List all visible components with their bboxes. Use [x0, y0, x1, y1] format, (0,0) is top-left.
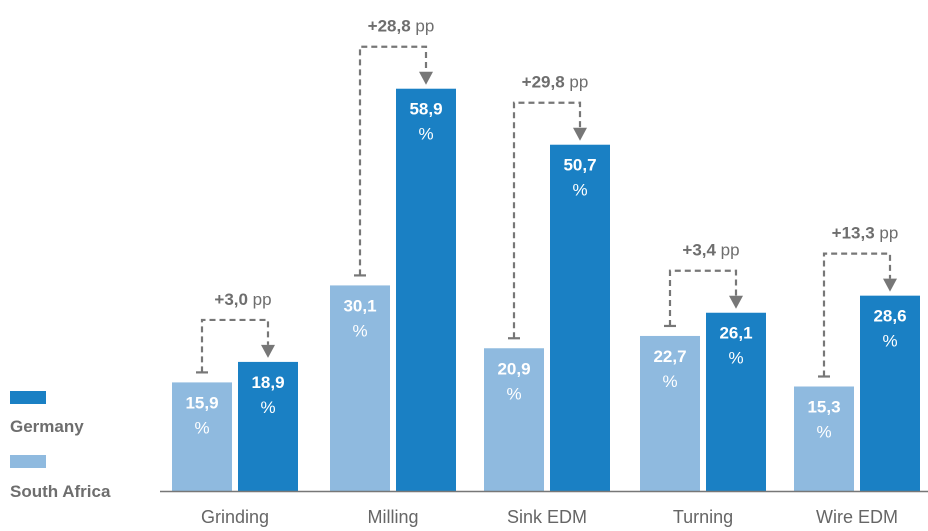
- category-labels: Grinding Milling Sink EDM Turning Wire EDM: [201, 507, 898, 527]
- value-unit-south-africa-turning: %: [662, 372, 677, 391]
- category-label-sink-edm: Sink EDM: [507, 507, 587, 527]
- bar-south-africa-wire-edm: [794, 386, 854, 491]
- value-unit-germany-sink-edm: %: [572, 181, 587, 200]
- difference-label-sink-edm: +29,8 pp: [522, 73, 589, 92]
- legend-swatch-germany: [10, 391, 46, 404]
- bar-germany-wire-edm: [860, 295, 920, 491]
- category-label-turning: Turning: [673, 507, 733, 527]
- value-label-germany-sink-edm: 50,7: [563, 156, 596, 175]
- difference-label-grinding: +3,0 pp: [214, 290, 271, 309]
- difference-arrow-milling: [354, 45, 433, 277]
- value-label-south-africa-sink-edm: 20,9: [497, 359, 530, 378]
- value-labels: 15,9% 18,9% 30,1% 58,9% 20,9% 50,7% 22,7% 26,1%…: [185, 100, 906, 442]
- value-label-south-africa-turning: 22,7: [653, 347, 686, 366]
- bar-south-africa-grinding: [172, 382, 232, 491]
- value-label-germany-grinding: 18,9: [251, 373, 284, 392]
- bar-germany-turning: [706, 312, 766, 491]
- bar-germany-milling: [396, 88, 456, 491]
- legend: Germany South Africa: [10, 391, 111, 501]
- value-unit-south-africa-wire-edm: %: [816, 423, 831, 442]
- value-label-germany-wire-edm: 28,6: [873, 307, 906, 326]
- value-label-south-africa-milling: 30,1: [343, 296, 376, 315]
- bar-south-africa-sink-edm: [484, 348, 544, 491]
- legend-label-germany: Germany: [10, 417, 84, 436]
- bar-germany-grinding: [238, 361, 298, 491]
- value-unit-germany-turning: %: [728, 349, 743, 368]
- value-unit-south-africa-sink-edm: %: [506, 384, 521, 403]
- difference-label-wire-edm: +13,3 pp: [832, 224, 899, 243]
- difference-label-turning: +3,4 pp: [682, 241, 739, 260]
- difference-arrow-turning: [664, 269, 743, 328]
- value-unit-south-africa-milling: %: [352, 321, 367, 340]
- bars: [172, 88, 920, 491]
- category-label-wire-edm: Wire EDM: [816, 507, 898, 527]
- difference-arrows: +3,0 pp +28,8 pp +29,8 pp +3,4 pp +13,3 pp: [196, 17, 899, 378]
- value-label-south-africa-wire-edm: 15,3: [807, 398, 840, 417]
- value-label-south-africa-grinding: 15,9: [185, 393, 218, 412]
- difference-label-milling: +28,8 pp: [368, 17, 435, 36]
- difference-arrow-wire-edm: [818, 252, 897, 378]
- bar-south-africa-turning: [640, 335, 700, 491]
- category-label-milling: Milling: [367, 507, 418, 527]
- value-unit-germany-wire-edm: %: [882, 332, 897, 351]
- legend-label-south-africa: South Africa: [10, 482, 111, 501]
- category-label-grinding: Grinding: [201, 507, 269, 527]
- value-unit-south-africa-grinding: %: [194, 418, 209, 437]
- value-label-germany-milling: 58,9: [409, 100, 442, 119]
- value-unit-germany-grinding: %: [260, 398, 275, 417]
- legend-swatch-south-africa: [10, 455, 46, 468]
- value-label-germany-turning: 26,1: [719, 324, 752, 343]
- bar-south-africa-milling: [330, 285, 390, 491]
- bar-germany-sink-edm: [550, 144, 610, 491]
- value-unit-germany-milling: %: [418, 125, 433, 144]
- difference-arrow-grinding: [196, 318, 275, 374]
- difference-arrow-sink-edm: [508, 101, 587, 340]
